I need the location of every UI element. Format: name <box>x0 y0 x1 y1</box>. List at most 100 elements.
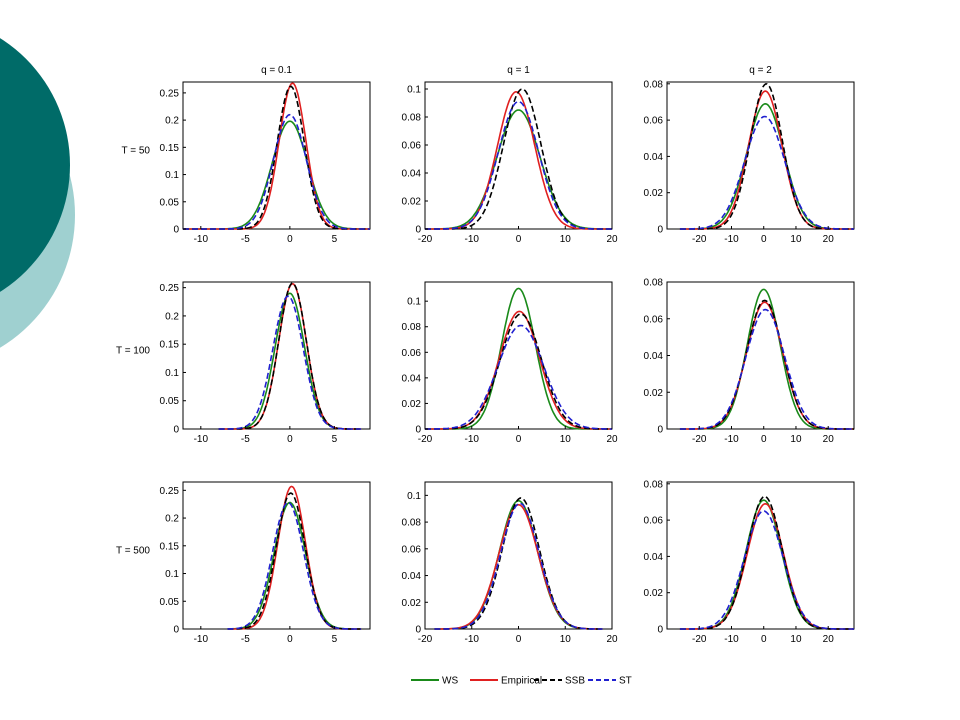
subplot: -20 -10 0 10 20 0 0.02 0.04 0.06 0.08 0.1 <box>402 281 618 445</box>
y-tick-label: 0 <box>415 625 421 636</box>
x-tick-label: -5 <box>241 234 250 245</box>
subplot: -20 -10 0 10 20 0 0.02 0.04 0.06 0.08 0.1 q = 1 <box>402 65 618 245</box>
y-tick-label: 0.06 <box>402 141 422 152</box>
x-tick-label: 10 <box>790 634 802 645</box>
y-tick-label: 0.04 <box>402 169 422 180</box>
series-line-ssb <box>679 83 854 230</box>
series-line-st <box>679 510 854 630</box>
y-tick-label: 0.06 <box>644 516 664 527</box>
x-tick-label: 20 <box>606 234 618 245</box>
x-tick-label: -20 <box>418 434 433 445</box>
row-label: T = 100 <box>116 346 150 357</box>
x-tick-label: 20 <box>823 234 835 245</box>
x-tick-label: -10 <box>194 634 209 645</box>
series-line-st <box>679 308 854 430</box>
y-tick-label: 0 <box>657 425 663 436</box>
y-tick-label: 0.15 <box>160 143 180 154</box>
x-tick-label: 5 <box>332 634 338 645</box>
y-tick-label: 0.1 <box>407 491 421 502</box>
y-tick-label: 0 <box>173 625 179 636</box>
y-tick-label: 0.1 <box>407 85 421 96</box>
y-tick-label: 0.2 <box>165 514 179 525</box>
legend-label-ws: WS <box>442 676 458 687</box>
decorative-circles <box>0 38 75 348</box>
x-tick-label: -10 <box>724 634 739 645</box>
y-tick-label: 0.1 <box>165 569 179 580</box>
series-line-ssb <box>218 282 362 430</box>
x-tick-label: -20 <box>692 634 707 645</box>
x-tick-label: 10 <box>560 434 572 445</box>
x-tick-label: -10 <box>724 434 739 445</box>
y-tick-label: 0.1 <box>165 170 179 181</box>
x-tick-label: 20 <box>823 634 835 645</box>
x-tick-label: -20 <box>418 634 433 645</box>
x-tick-label: 5 <box>332 234 338 245</box>
y-tick-label: 0.08 <box>644 278 664 289</box>
series-line-st <box>227 501 362 630</box>
y-tick-label: 0.04 <box>402 571 422 582</box>
x-tick-label: 0 <box>761 434 767 445</box>
y-tick-label: 0.2 <box>165 116 179 127</box>
x-tick-label: -10 <box>724 234 739 245</box>
subplot: -10 -5 0 5 0 0.05 0.1 0.15 0.2 0.25 T = 500 <box>116 481 371 645</box>
series-line-st <box>425 100 612 230</box>
x-tick-label: -5 <box>241 434 250 445</box>
y-tick-label: 0.04 <box>644 152 664 163</box>
subplot-title: q = 1 <box>507 65 530 76</box>
x-tick-label: 0 <box>516 234 522 245</box>
y-tick-label: 0 <box>173 225 179 236</box>
series-line-st <box>183 113 370 230</box>
y-tick-label: 0.04 <box>644 351 664 362</box>
y-tick-label: 0.08 <box>402 518 422 529</box>
y-tick-label: 0.1 <box>165 368 179 379</box>
legend-label-st: ST <box>619 676 632 687</box>
x-tick-label: -10 <box>465 434 480 445</box>
series-line-st <box>218 295 362 430</box>
subplot: -20 -10 0 10 20 0 0.02 0.04 0.06 0.08 q = 2 <box>644 65 855 245</box>
y-tick-label: 0.15 <box>160 541 180 552</box>
subplot: -20 -10 0 10 20 0 0.02 0.04 0.06 0.08 <box>644 278 855 445</box>
y-tick-label: 0.06 <box>644 116 664 127</box>
y-tick-label: 0.02 <box>644 588 664 599</box>
x-tick-label: 10 <box>560 234 572 245</box>
subplot: -20 -10 0 10 20 0 0.02 0.04 0.06 0.08 <box>644 479 855 645</box>
x-tick-label: 5 <box>332 434 338 445</box>
y-tick-label: 0.25 <box>160 486 180 497</box>
y-tick-label: 0.06 <box>644 314 664 325</box>
subplot-title: q = 2 <box>749 65 772 76</box>
y-tick-label: 0 <box>173 425 179 436</box>
x-tick-label: -10 <box>194 434 209 445</box>
y-tick-label: 0.08 <box>644 479 664 490</box>
series-line-st <box>434 502 603 630</box>
y-tick-label: 0.05 <box>160 197 180 208</box>
y-tick-label: 0.06 <box>402 348 422 359</box>
y-tick-label: 0.25 <box>160 88 180 99</box>
x-tick-label: 10 <box>560 634 572 645</box>
x-tick-label: -5 <box>241 634 250 645</box>
x-tick-label: 20 <box>823 434 835 445</box>
y-tick-label: 0.25 <box>160 283 180 294</box>
legend: WS Empirical SSB ST <box>411 676 632 687</box>
x-tick-label: 0 <box>287 234 293 245</box>
y-tick-label: 0.15 <box>160 340 180 351</box>
y-tick-label: 0 <box>657 625 663 636</box>
x-tick-label: -20 <box>418 234 433 245</box>
legend-label-ssb: SSB <box>565 676 585 687</box>
y-tick-label: 0.05 <box>160 597 180 608</box>
y-tick-label: 0.02 <box>402 197 422 208</box>
x-tick-label: -10 <box>465 634 480 645</box>
row-label: T = 500 <box>116 546 150 557</box>
x-tick-label: 0 <box>516 434 522 445</box>
legend-label-empirical: Empirical <box>501 676 542 687</box>
x-tick-label: 0 <box>287 634 293 645</box>
y-tick-label: 0.02 <box>644 388 664 399</box>
x-tick-label: 20 <box>606 434 618 445</box>
x-tick-label: 0 <box>516 634 522 645</box>
series-line-st <box>679 115 854 230</box>
y-tick-label: 0.06 <box>402 544 422 555</box>
y-tick-label: 0.08 <box>644 79 664 90</box>
axes-box <box>424 481 613 630</box>
y-tick-label: 0.04 <box>402 373 422 384</box>
y-tick-label: 0 <box>415 425 421 436</box>
